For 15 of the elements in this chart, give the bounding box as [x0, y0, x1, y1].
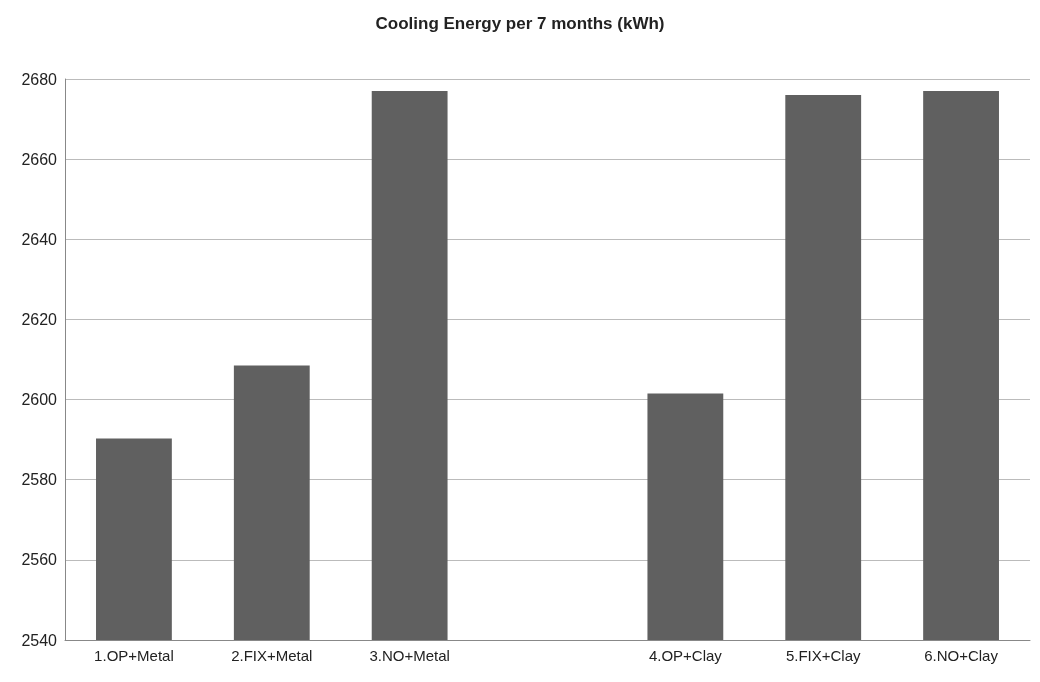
y-tick-label: 2580 — [21, 471, 58, 489]
y-tick-label: 2640 — [21, 230, 58, 248]
y-tick-label: 2540 — [21, 631, 58, 649]
x-tick-label: 1.OP+Metal — [94, 647, 174, 664]
x-tick-label: 4.OP+Clay — [648, 647, 723, 664]
x-tick-label: 2.FIX+Metal — [231, 647, 313, 664]
y-tick-label: 2660 — [21, 150, 58, 168]
x-tick-label: 3.NO+Metal — [369, 647, 450, 664]
y-tick-label: 2560 — [21, 551, 58, 569]
x-tick-label: 5.FIX+Clay — [785, 647, 862, 664]
chart-title: Cooling Energy per 7 months (kWh) — [375, 14, 665, 33]
x-tick-label: 6.NO+Clay — [924, 647, 999, 664]
y-tick-label: 2620 — [21, 310, 58, 328]
y-tick-label: 2600 — [21, 391, 58, 409]
y-tick-label: 2680 — [21, 70, 58, 88]
